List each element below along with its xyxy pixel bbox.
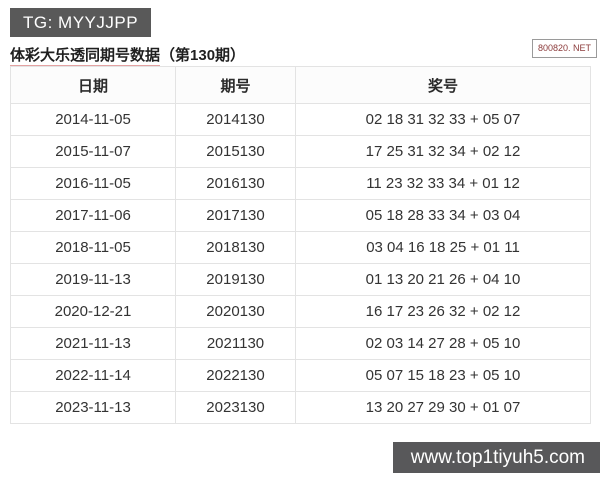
column-header-period: 期号	[175, 66, 296, 104]
telegram-badge: TG: MYYJJPP	[10, 8, 152, 37]
table-row: 2023-11-13 2023130 13 20 27 29 30 + 01 07	[10, 391, 591, 424]
cell-prize: 16 17 23 26 32 + 02 12	[295, 295, 591, 328]
cell-date: 2023-11-13	[10, 391, 176, 424]
column-header-date: 日期	[10, 66, 176, 104]
table-row: 2015-11-07 2015130 17 25 31 32 34 + 02 12	[10, 135, 591, 168]
table-row: 2021-11-13 2021130 02 03 14 27 28 + 05 10	[10, 327, 591, 360]
cell-prize: 11 23 32 33 34 + 01 12	[295, 167, 591, 200]
site-url-badge: 800820. NET	[531, 39, 597, 58]
table-header-row: 日期 期号 奖号	[10, 66, 591, 104]
cell-prize: 05 07 15 18 23 + 05 10	[295, 359, 591, 392]
page-title-main: 体彩大乐透同期号数据	[10, 47, 161, 67]
page-title: 体彩大乐透同期号数据（第130期）	[10, 44, 246, 67]
watermark-badge: www.top1tiyuh5.com	[392, 442, 600, 473]
page-title-period: （第130期）	[160, 47, 246, 64]
cell-date: 2014-11-05	[10, 103, 176, 136]
table-row: 2016-11-05 2016130 11 23 32 33 34 + 01 12	[10, 167, 591, 200]
table-row: 2022-11-14 2022130 05 07 15 18 23 + 05 10	[10, 359, 591, 392]
column-header-prize: 奖号	[295, 66, 591, 104]
cell-period: 2019130	[175, 263, 296, 296]
cell-date: 2021-11-13	[10, 327, 176, 360]
cell-prize: 17 25 31 32 34 + 02 12	[295, 135, 591, 168]
table-row: 2017-11-06 2017130 05 18 28 33 34 + 03 04	[10, 199, 591, 232]
table-body: 2014-11-05 2014130 02 18 31 32 33 + 05 07 2…	[10, 103, 591, 424]
cell-period: 2014130	[175, 103, 296, 136]
table-row: 2019-11-13 2019130 01 13 20 21 26 + 04 10	[10, 263, 591, 296]
cell-prize: 05 18 28 33 34 + 03 04	[295, 199, 591, 232]
cell-date: 2019-11-13	[10, 263, 176, 296]
cell-period: 2017130	[175, 199, 296, 232]
cell-prize: 03 04 16 18 25 + 01 11	[295, 231, 591, 264]
cell-prize: 02 18 31 32 33 + 05 07	[295, 103, 591, 136]
cell-date: 2018-11-05	[10, 231, 176, 264]
cell-period: 2018130	[175, 231, 296, 264]
cell-period: 2022130	[175, 359, 296, 392]
cell-prize: 01 13 20 21 26 + 04 10	[295, 263, 591, 296]
cell-period: 2015130	[175, 135, 296, 168]
cell-period: 2016130	[175, 167, 296, 200]
cell-prize: 13 20 27 29 30 + 01 07	[295, 391, 591, 424]
lottery-data-table: 日期 期号 奖号 2014-11-05 2014130 02 18 31 32 33…	[10, 66, 591, 424]
cell-period: 2020130	[175, 295, 296, 328]
cell-period: 2021130	[175, 327, 296, 360]
cell-date: 2016-11-05	[10, 167, 176, 200]
cell-prize: 02 03 14 27 28 + 05 10	[295, 327, 591, 360]
table-row: 2020-12-21 2020130 16 17 23 26 32 + 02 12	[10, 295, 591, 328]
table-row: 2018-11-05 2018130 03 04 16 18 25 + 01 11	[10, 231, 591, 264]
cell-date: 2017-11-06	[10, 199, 176, 232]
cell-date: 2020-12-21	[10, 295, 176, 328]
cell-date: 2015-11-07	[10, 135, 176, 168]
cell-period: 2023130	[175, 391, 296, 424]
cell-date: 2022-11-14	[10, 359, 176, 392]
table-row: 2014-11-05 2014130 02 18 31 32 33 + 05 07	[10, 103, 591, 136]
